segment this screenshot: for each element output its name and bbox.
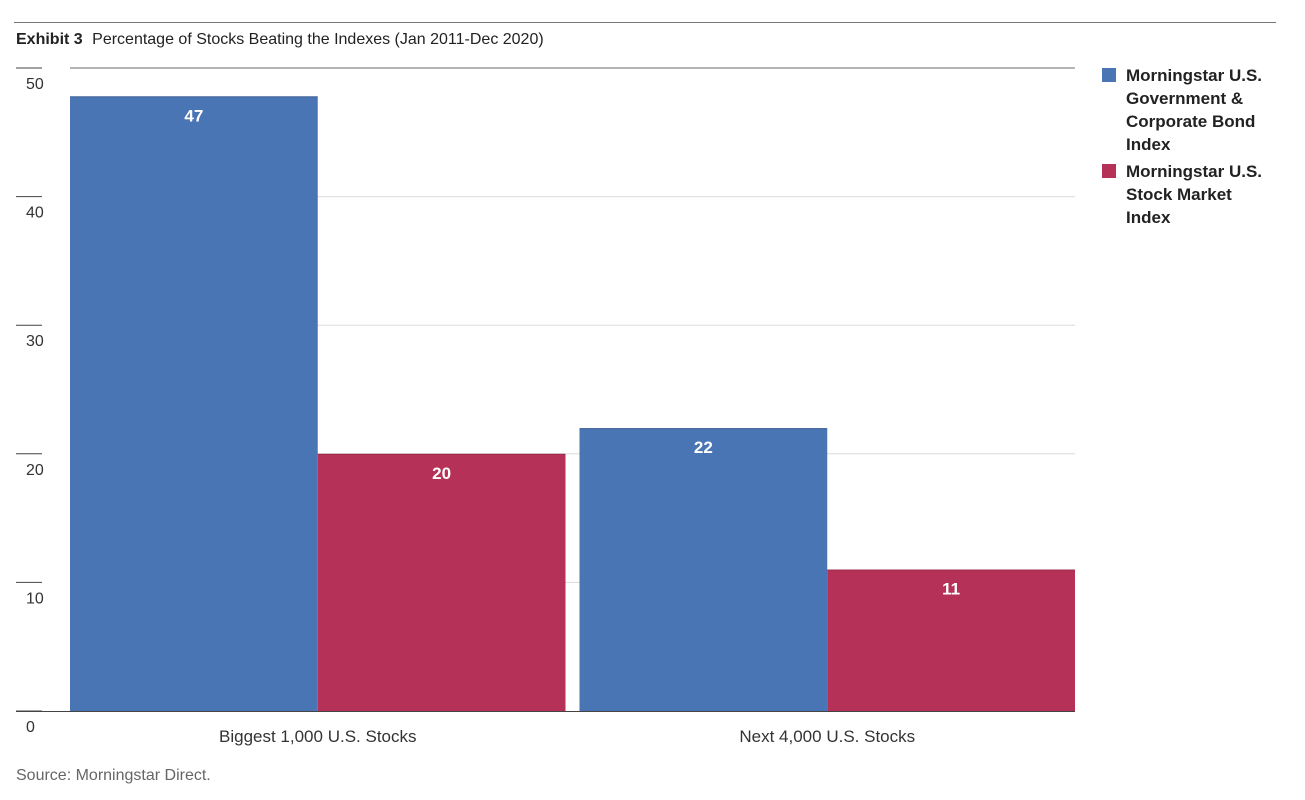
- y-tick-label-30: 30: [26, 333, 44, 350]
- bar-value-label-1-2: 22: [694, 438, 713, 457]
- legend-label-1-line-2: Government &: [1126, 89, 1244, 108]
- legend-label-2: Morningstar U.S. Stock Market Index: [1126, 160, 1262, 229]
- legend-swatch-2: [1102, 164, 1116, 178]
- bar-value-label-2-1: 20: [432, 464, 451, 483]
- legend-label-1-line-1: Morningstar U.S.: [1126, 66, 1263, 85]
- y-tick-label-20: 20: [26, 462, 44, 479]
- x-axis-labels: Biggest 1,000 U.S. Stocks Next 4,000 U.S.…: [219, 727, 915, 746]
- legend-label-1-line-4: Index: [1126, 135, 1171, 154]
- legend-item-2: Morningstar U.S. Stock Market Index: [1102, 160, 1292, 229]
- bar-2-2: [827, 569, 1075, 711]
- x-category-label-2: Next 4,000 U.S. Stocks: [739, 727, 915, 746]
- bar-value-label-2-2: 11: [942, 580, 960, 599]
- y-tick-label-40: 40: [26, 205, 44, 222]
- chart-title-row: Exhibit 3 Percentage of Stocks Beating t…: [16, 30, 544, 50]
- y-tick-label-0: 0: [26, 719, 35, 736]
- y-tick-label-50: 50: [26, 76, 44, 93]
- bar-1-2: [579, 428, 828, 711]
- legend-label-1: Morningstar U.S. Government & Corporate Bo…: [1126, 64, 1262, 156]
- legend-label-2-line-1: Morningstar U.S.: [1126, 162, 1263, 181]
- legend-label-2-line-2: Stock Market: [1126, 185, 1232, 204]
- bar-1-1: [70, 96, 318, 712]
- legend-item-1: Morningstar U.S. Government & Corporate Bo…: [1102, 64, 1292, 156]
- chart-title: Percentage of Stocks Beating the Indexes…: [92, 31, 544, 48]
- legend: Morningstar U.S. Government & Corporate Bo…: [1102, 64, 1292, 233]
- legend-swatch-1: [1102, 68, 1116, 82]
- bars: [70, 96, 1075, 712]
- bar-value-labels: 47 20 22 11: [184, 106, 960, 598]
- legend-label-2-line-3: Index: [1126, 208, 1171, 227]
- bar-value-label-1-1: 47: [184, 106, 203, 125]
- x-category-label-1: Biggest 1,000 U.S. Stocks: [219, 727, 417, 746]
- y-tick-label-10: 10: [26, 590, 44, 607]
- bar-2-1: [317, 453, 566, 711]
- y-axis-ticks: 0 10 20 30 40 50: [16, 67, 44, 736]
- top-rule: [14, 22, 1276, 23]
- source-note: Source: Morningstar Direct.: [16, 767, 211, 784]
- exhibit-label: Exhibit 3: [16, 31, 83, 48]
- legend-label-1-line-3: Corporate Bond: [1126, 112, 1256, 131]
